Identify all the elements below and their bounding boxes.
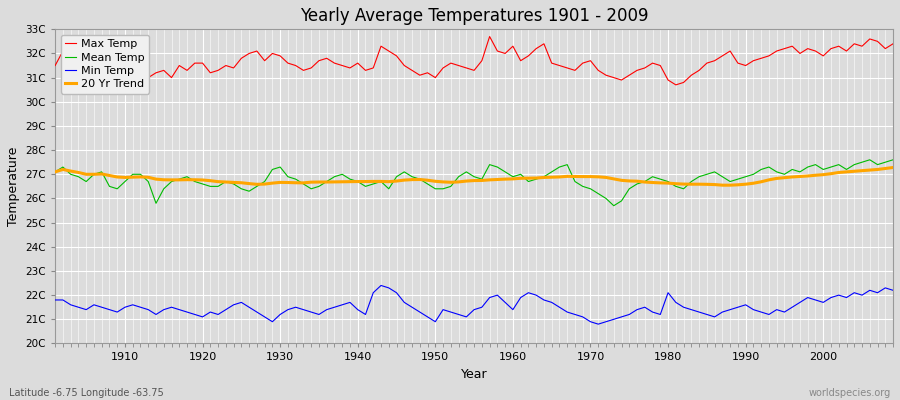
Min Temp bbox=[375, 283, 386, 288]
Min Temp bbox=[516, 295, 526, 300]
Line: 20 Yr Trend: 20 Yr Trend bbox=[55, 168, 893, 185]
Text: Latitude -6.75 Longitude -63.75: Latitude -6.75 Longitude -63.75 bbox=[9, 388, 164, 398]
Max Temp bbox=[887, 41, 898, 46]
Text: worldspecies.org: worldspecies.org bbox=[809, 388, 891, 398]
Mean Temp bbox=[283, 174, 293, 179]
Legend: Max Temp, Mean Temp, Min Temp, 20 Yr Trend: Max Temp, Mean Temp, Min Temp, 20 Yr Tre… bbox=[60, 35, 148, 94]
20 Yr Trend bbox=[112, 174, 122, 179]
Min Temp bbox=[112, 310, 122, 314]
Mean Temp bbox=[508, 174, 518, 179]
Max Temp bbox=[608, 75, 619, 80]
Mean Temp bbox=[112, 186, 122, 191]
Mean Temp bbox=[50, 170, 60, 174]
Line: Max Temp: Max Temp bbox=[55, 36, 893, 85]
Line: Min Temp: Min Temp bbox=[55, 286, 893, 324]
20 Yr Trend bbox=[50, 170, 60, 174]
Min Temp bbox=[50, 298, 60, 302]
Max Temp bbox=[516, 58, 526, 63]
Mean Temp bbox=[608, 203, 619, 208]
X-axis label: Year: Year bbox=[461, 368, 488, 381]
20 Yr Trend bbox=[500, 177, 510, 182]
20 Yr Trend bbox=[717, 183, 728, 188]
20 Yr Trend bbox=[887, 165, 898, 170]
Line: Mean Temp: Mean Temp bbox=[55, 160, 893, 206]
Min Temp bbox=[616, 314, 627, 319]
Min Temp bbox=[508, 307, 518, 312]
20 Yr Trend bbox=[600, 175, 611, 180]
Max Temp bbox=[508, 44, 518, 48]
Max Temp bbox=[283, 61, 293, 66]
Title: Yearly Average Temperatures 1901 - 2009: Yearly Average Temperatures 1901 - 2009 bbox=[300, 7, 648, 25]
Mean Temp bbox=[329, 174, 340, 179]
Mean Temp bbox=[600, 196, 611, 201]
Max Temp bbox=[112, 66, 122, 70]
20 Yr Trend bbox=[283, 180, 293, 185]
Mean Temp bbox=[887, 157, 898, 162]
Max Temp bbox=[670, 82, 681, 87]
Max Temp bbox=[329, 61, 340, 66]
Y-axis label: Temperature: Temperature bbox=[7, 147, 20, 226]
Min Temp bbox=[283, 307, 293, 312]
20 Yr Trend bbox=[508, 176, 518, 181]
Min Temp bbox=[593, 322, 604, 326]
Max Temp bbox=[484, 34, 495, 39]
Min Temp bbox=[329, 305, 340, 310]
20 Yr Trend bbox=[329, 180, 340, 184]
Mean Temp bbox=[864, 157, 875, 162]
Mean Temp bbox=[500, 170, 510, 174]
Max Temp bbox=[50, 63, 60, 68]
Min Temp bbox=[887, 288, 898, 293]
